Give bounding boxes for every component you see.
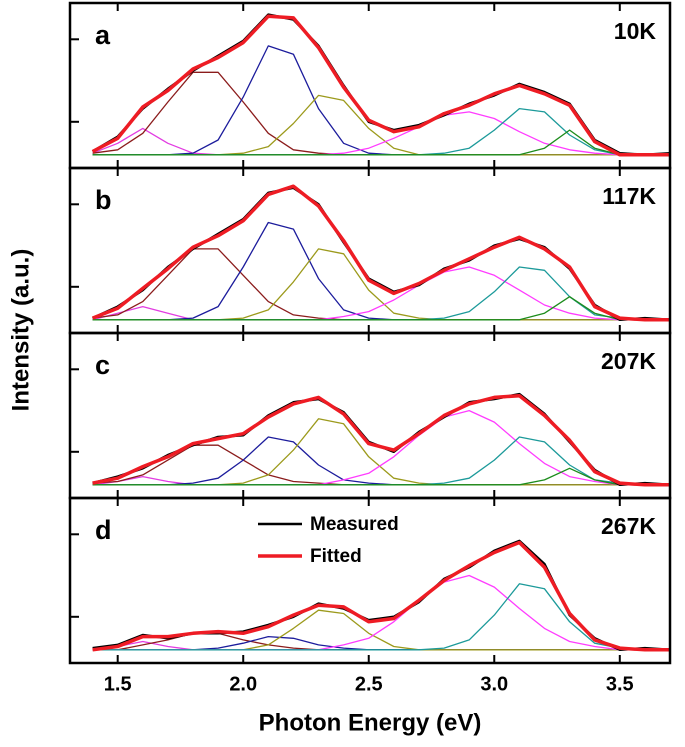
series-line bbox=[92, 436, 670, 486]
series-line bbox=[92, 296, 670, 321]
series-line bbox=[92, 186, 670, 322]
series-line bbox=[92, 127, 670, 156]
x-tick-label: 1.5 bbox=[104, 673, 132, 695]
temperature-label: 207K bbox=[601, 348, 656, 374]
panel-label: d bbox=[95, 515, 112, 545]
panel-label: b bbox=[95, 185, 112, 215]
series-line bbox=[92, 467, 670, 486]
series-line bbox=[91, 13, 670, 157]
x-tick-label: 3.0 bbox=[480, 673, 508, 695]
panel-frame bbox=[68, 496, 672, 665]
series-line bbox=[92, 266, 670, 321]
temperature-label: 267K bbox=[601, 513, 656, 539]
series-line bbox=[92, 305, 670, 321]
series-line bbox=[92, 393, 670, 487]
temperature-label: 117K bbox=[602, 183, 656, 209]
series-line bbox=[92, 392, 670, 487]
series-line bbox=[92, 574, 670, 651]
series-line bbox=[92, 583, 670, 651]
y-axis-label: Intensity (a.u.) bbox=[7, 249, 34, 412]
x-tick-label: 3.5 bbox=[606, 673, 634, 695]
temperature-label: 10K bbox=[614, 18, 657, 44]
series-line bbox=[92, 266, 670, 321]
x-axis-label: Photon Energy (eV) bbox=[259, 709, 482, 736]
x-tick-label: 2.5 bbox=[355, 673, 383, 695]
panel-frame bbox=[68, 1, 672, 170]
series-line bbox=[92, 540, 670, 652]
series-line bbox=[91, 14, 670, 157]
panel-frame bbox=[68, 166, 672, 335]
series-line bbox=[92, 129, 670, 156]
panel-label: c bbox=[95, 350, 110, 380]
panel-label: a bbox=[95, 20, 111, 50]
legend-label: Measured bbox=[310, 514, 399, 535]
series-line bbox=[91, 184, 670, 322]
series-line bbox=[92, 640, 670, 651]
series-line bbox=[92, 436, 670, 486]
legend-label: Fitted bbox=[310, 546, 362, 567]
x-tick-label: 2.0 bbox=[229, 673, 257, 695]
